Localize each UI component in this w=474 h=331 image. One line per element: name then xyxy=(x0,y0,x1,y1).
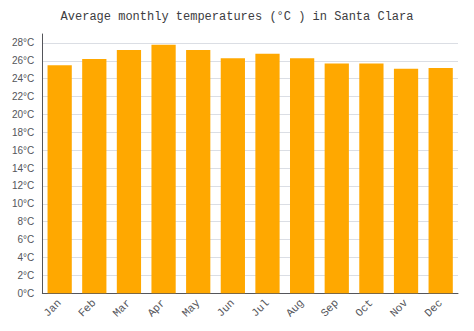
svg-text:16°C: 16°C xyxy=(12,145,34,156)
svg-text:22°C: 22°C xyxy=(12,91,34,102)
svg-text:Aug: Aug xyxy=(284,297,306,319)
svg-text:6°C: 6°C xyxy=(18,234,35,245)
svg-text:0°C: 0°C xyxy=(18,288,35,299)
svg-text:Apr: Apr xyxy=(145,297,167,319)
svg-text:26°C: 26°C xyxy=(12,55,34,66)
svg-text:4°C: 4°C xyxy=(18,252,35,263)
svg-text:28°C: 28°C xyxy=(12,37,34,48)
svg-text:Feb: Feb xyxy=(76,297,98,319)
svg-text:Sep: Sep xyxy=(319,297,341,319)
svg-text:Jun: Jun xyxy=(215,297,237,319)
svg-text:18°C: 18°C xyxy=(12,127,34,138)
svg-text:Dec: Dec xyxy=(422,297,444,319)
svg-text:Oct: Oct xyxy=(353,297,375,319)
svg-text:8°C: 8°C xyxy=(18,216,35,227)
svg-text:14°C: 14°C xyxy=(12,163,34,174)
svg-text:20°C: 20°C xyxy=(12,109,34,120)
svg-text:Average monthly temperatures (: Average monthly temperatures (°C ) in Sa… xyxy=(61,10,414,24)
svg-text:Jan: Jan xyxy=(41,297,63,319)
svg-text:12°C: 12°C xyxy=(12,180,34,191)
svg-text:2°C: 2°C xyxy=(18,270,35,281)
svg-text:Mar: Mar xyxy=(111,297,133,319)
svg-text:10°C: 10°C xyxy=(12,198,34,209)
svg-text:Jul: Jul xyxy=(249,297,271,319)
svg-text:Nov: Nov xyxy=(388,297,411,320)
svg-text:24°C: 24°C xyxy=(12,73,34,84)
svg-text:May: May xyxy=(180,297,203,320)
